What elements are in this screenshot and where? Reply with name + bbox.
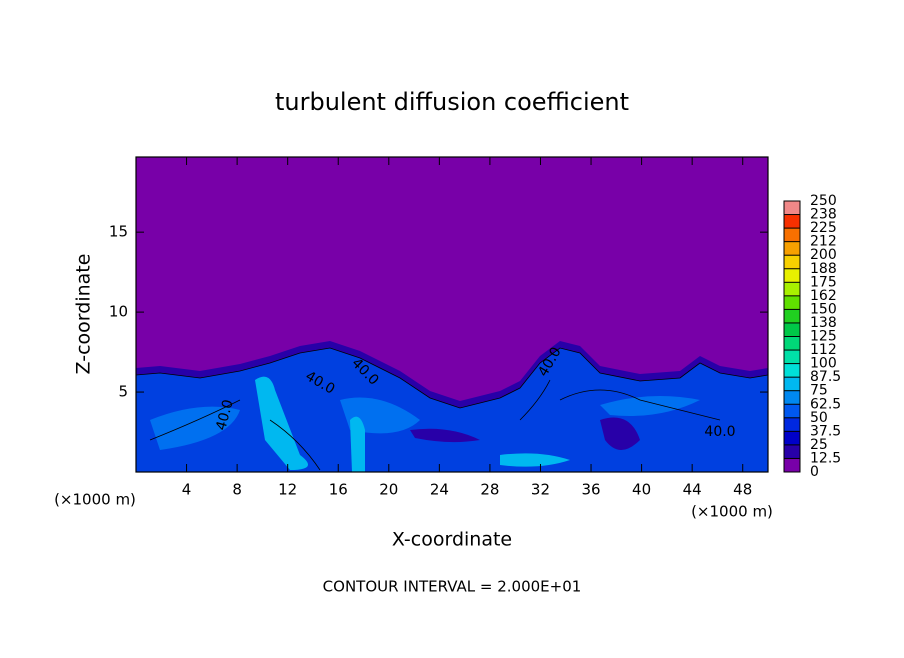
field-contour [149,379,721,471]
colorbar-segment [784,363,800,378]
colorbar-label: 238 [810,207,837,223]
colorbar-segment [784,336,800,351]
colorbar-label: 87.5 [810,369,841,385]
y-axis-label: Z-coordinate [73,254,95,375]
field-region [600,396,700,416]
colorbar-segment [784,295,800,310]
colorbar-segment [784,377,800,391]
chart-title: turbulent diffusion coefficient [275,88,629,116]
x-unit-label: (×1000 m) [54,491,136,509]
colorbar-label: 200 [810,247,837,263]
colorbar-label: 188 [810,261,837,277]
x-axis-label: X-coordinate [392,529,512,551]
colorbar-segment [784,458,800,472]
y-tick-label: 5 [118,383,128,401]
x-unit-label: (×1000 m) [691,503,773,521]
colorbar-segment [784,404,800,418]
colorbar-segment [784,431,800,445]
y-tick-label: 10 [109,303,128,321]
colorbar-label: 138 [810,315,837,331]
colorbar-segment [784,255,800,269]
colorbar-label: 125 [810,329,837,345]
x-tick-label: 20 [379,481,398,499]
footnote: CONTOUR INTERVAL = 2.000E+01 [323,578,582,596]
y-tick-label: 15 [109,223,128,241]
colorbar-label: 162 [810,288,837,304]
colorbar-label: 75 [810,383,828,399]
colorbar-label: 112 [810,342,837,358]
x-tick-label: 44 [683,481,702,499]
colorbar-segment [784,241,800,256]
field-region [600,417,640,450]
colorbar-label: 150 [810,301,837,317]
colorbar-segment [784,214,800,229]
x-tick-label: 48 [733,481,752,499]
contour-label: 40.0 [213,398,237,432]
x-tick-label: 24 [430,481,449,499]
colorbar-label: 100 [810,356,837,372]
colorbar-segment [784,309,800,323]
colorbar-segment [784,390,800,405]
x-tick-label: 8 [232,481,242,499]
colorbar-label: 62.5 [810,396,841,412]
colorbar-label: 225 [810,220,837,236]
colorbar-label: 250 [810,193,837,209]
colorbar-segment [784,268,800,283]
colorbar-label: 25 [810,437,828,453]
contour-label: 40.0 [704,424,735,440]
colorbar-label: 0 [810,464,819,480]
colorbar-segment [784,322,800,337]
field-region [350,416,365,472]
colorbar-segment [784,350,800,364]
x-tick-label: 28 [480,481,499,499]
x-tick-label: 12 [278,481,297,499]
colorbar-label: 175 [810,274,837,290]
colorbar-segment [784,228,800,242]
field-region [255,376,308,470]
plot-frame [135,156,769,473]
x-tick-label: 36 [581,481,600,499]
colorbar-label: 12.5 [810,450,841,466]
field-region [500,453,570,467]
colorbar-label: 50 [810,410,828,426]
x-tick-label: 32 [531,481,550,499]
colorbar-label: 37.5 [810,423,841,439]
colorbar-segment [784,417,800,432]
x-tick-label: 40 [632,481,651,499]
x-tick-label: 16 [329,481,348,499]
x-tick-label: 4 [182,481,192,499]
field-region [410,428,480,443]
field-region [150,406,240,450]
contour-field [135,157,769,473]
colorbar-label: 212 [810,234,837,250]
colorbar-segment [784,444,800,459]
colorbar-segment [784,282,800,296]
colorbar-segment [784,201,800,215]
